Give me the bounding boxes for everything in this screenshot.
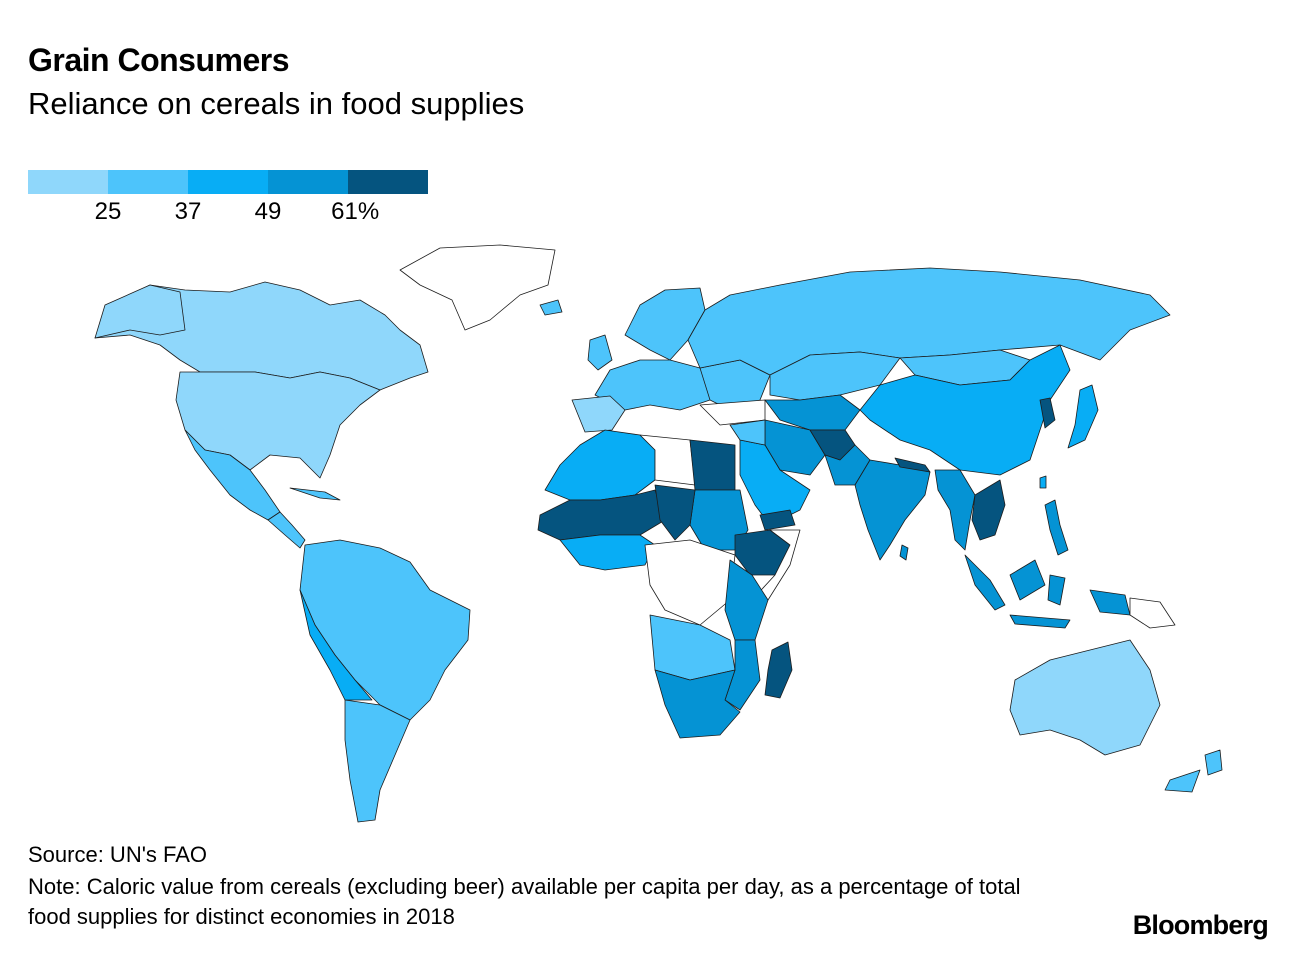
region-japan bbox=[1067, 384, 1099, 449]
region-new-zealand bbox=[1164, 749, 1223, 793]
region-north-africa-west bbox=[544, 429, 656, 501]
region-angola-zambia bbox=[649, 614, 736, 681]
legend-swatch-5 bbox=[348, 170, 428, 194]
region-arabia bbox=[739, 439, 811, 526]
region-madagascar bbox=[764, 641, 793, 699]
region-myanmar-thailand bbox=[934, 469, 976, 551]
legend-swatch-4 bbox=[268, 170, 348, 194]
region-iberia bbox=[571, 395, 626, 433]
legend-tick-49: 49 bbox=[254, 198, 282, 225]
region-southern-africa bbox=[654, 669, 741, 739]
color-legend: 25 37 49 61% bbox=[28, 170, 428, 230]
region-peru-bolivia bbox=[299, 589, 373, 701]
legend-tick-37: 37 bbox=[174, 198, 202, 225]
region-sri-lanka bbox=[899, 544, 909, 561]
region-cuba bbox=[289, 487, 341, 501]
region-gulf-of-guinea bbox=[559, 534, 656, 571]
region-china bbox=[859, 344, 1071, 476]
legend-tick-25: 25 bbox=[94, 198, 122, 225]
bloomberg-logo: Bloomberg bbox=[1132, 910, 1269, 940]
chart-subtitle: Reliance on cereals in food supplies bbox=[28, 86, 525, 121]
region-greenland bbox=[399, 244, 556, 331]
legend-swatch-3 bbox=[188, 170, 268, 194]
legend-swatches bbox=[28, 170, 428, 194]
region-iceland bbox=[539, 299, 563, 316]
region-levant bbox=[729, 419, 766, 446]
region-indochina bbox=[971, 479, 1006, 541]
legend-tick-61: 61% bbox=[331, 198, 380, 225]
world-choropleth-map bbox=[94, 244, 1223, 823]
region-russia bbox=[687, 267, 1171, 376]
region-central-africa bbox=[644, 539, 736, 626]
region-india bbox=[854, 459, 931, 561]
region-egypt bbox=[689, 439, 736, 491]
source-note: Source: UN's FAO bbox=[28, 842, 208, 867]
region-taiwan bbox=[1039, 475, 1047, 489]
region-korea bbox=[1039, 397, 1056, 429]
region-alaska bbox=[94, 284, 186, 339]
region-argentina-chile bbox=[344, 699, 411, 823]
region-uk-ireland bbox=[587, 334, 613, 371]
region-philippines bbox=[1044, 499, 1069, 556]
region-chad bbox=[654, 484, 696, 541]
region-papua-new-guinea bbox=[1129, 597, 1176, 629]
region-central-asia bbox=[764, 394, 861, 431]
chart-title: Grain Consumers bbox=[28, 42, 290, 78]
region-indonesia bbox=[964, 554, 1131, 629]
region-central-america bbox=[267, 511, 306, 549]
region-south-america-north bbox=[299, 539, 471, 721]
region-nepal-bangladesh bbox=[894, 457, 931, 473]
methodology-note: Note: Caloric value from cereals (exclud… bbox=[28, 874, 1021, 929]
legend-swatch-1 bbox=[28, 170, 108, 194]
region-yemen bbox=[759, 509, 796, 531]
legend-swatch-2 bbox=[108, 170, 188, 194]
region-libya bbox=[639, 434, 696, 486]
region-australia bbox=[1009, 639, 1161, 756]
